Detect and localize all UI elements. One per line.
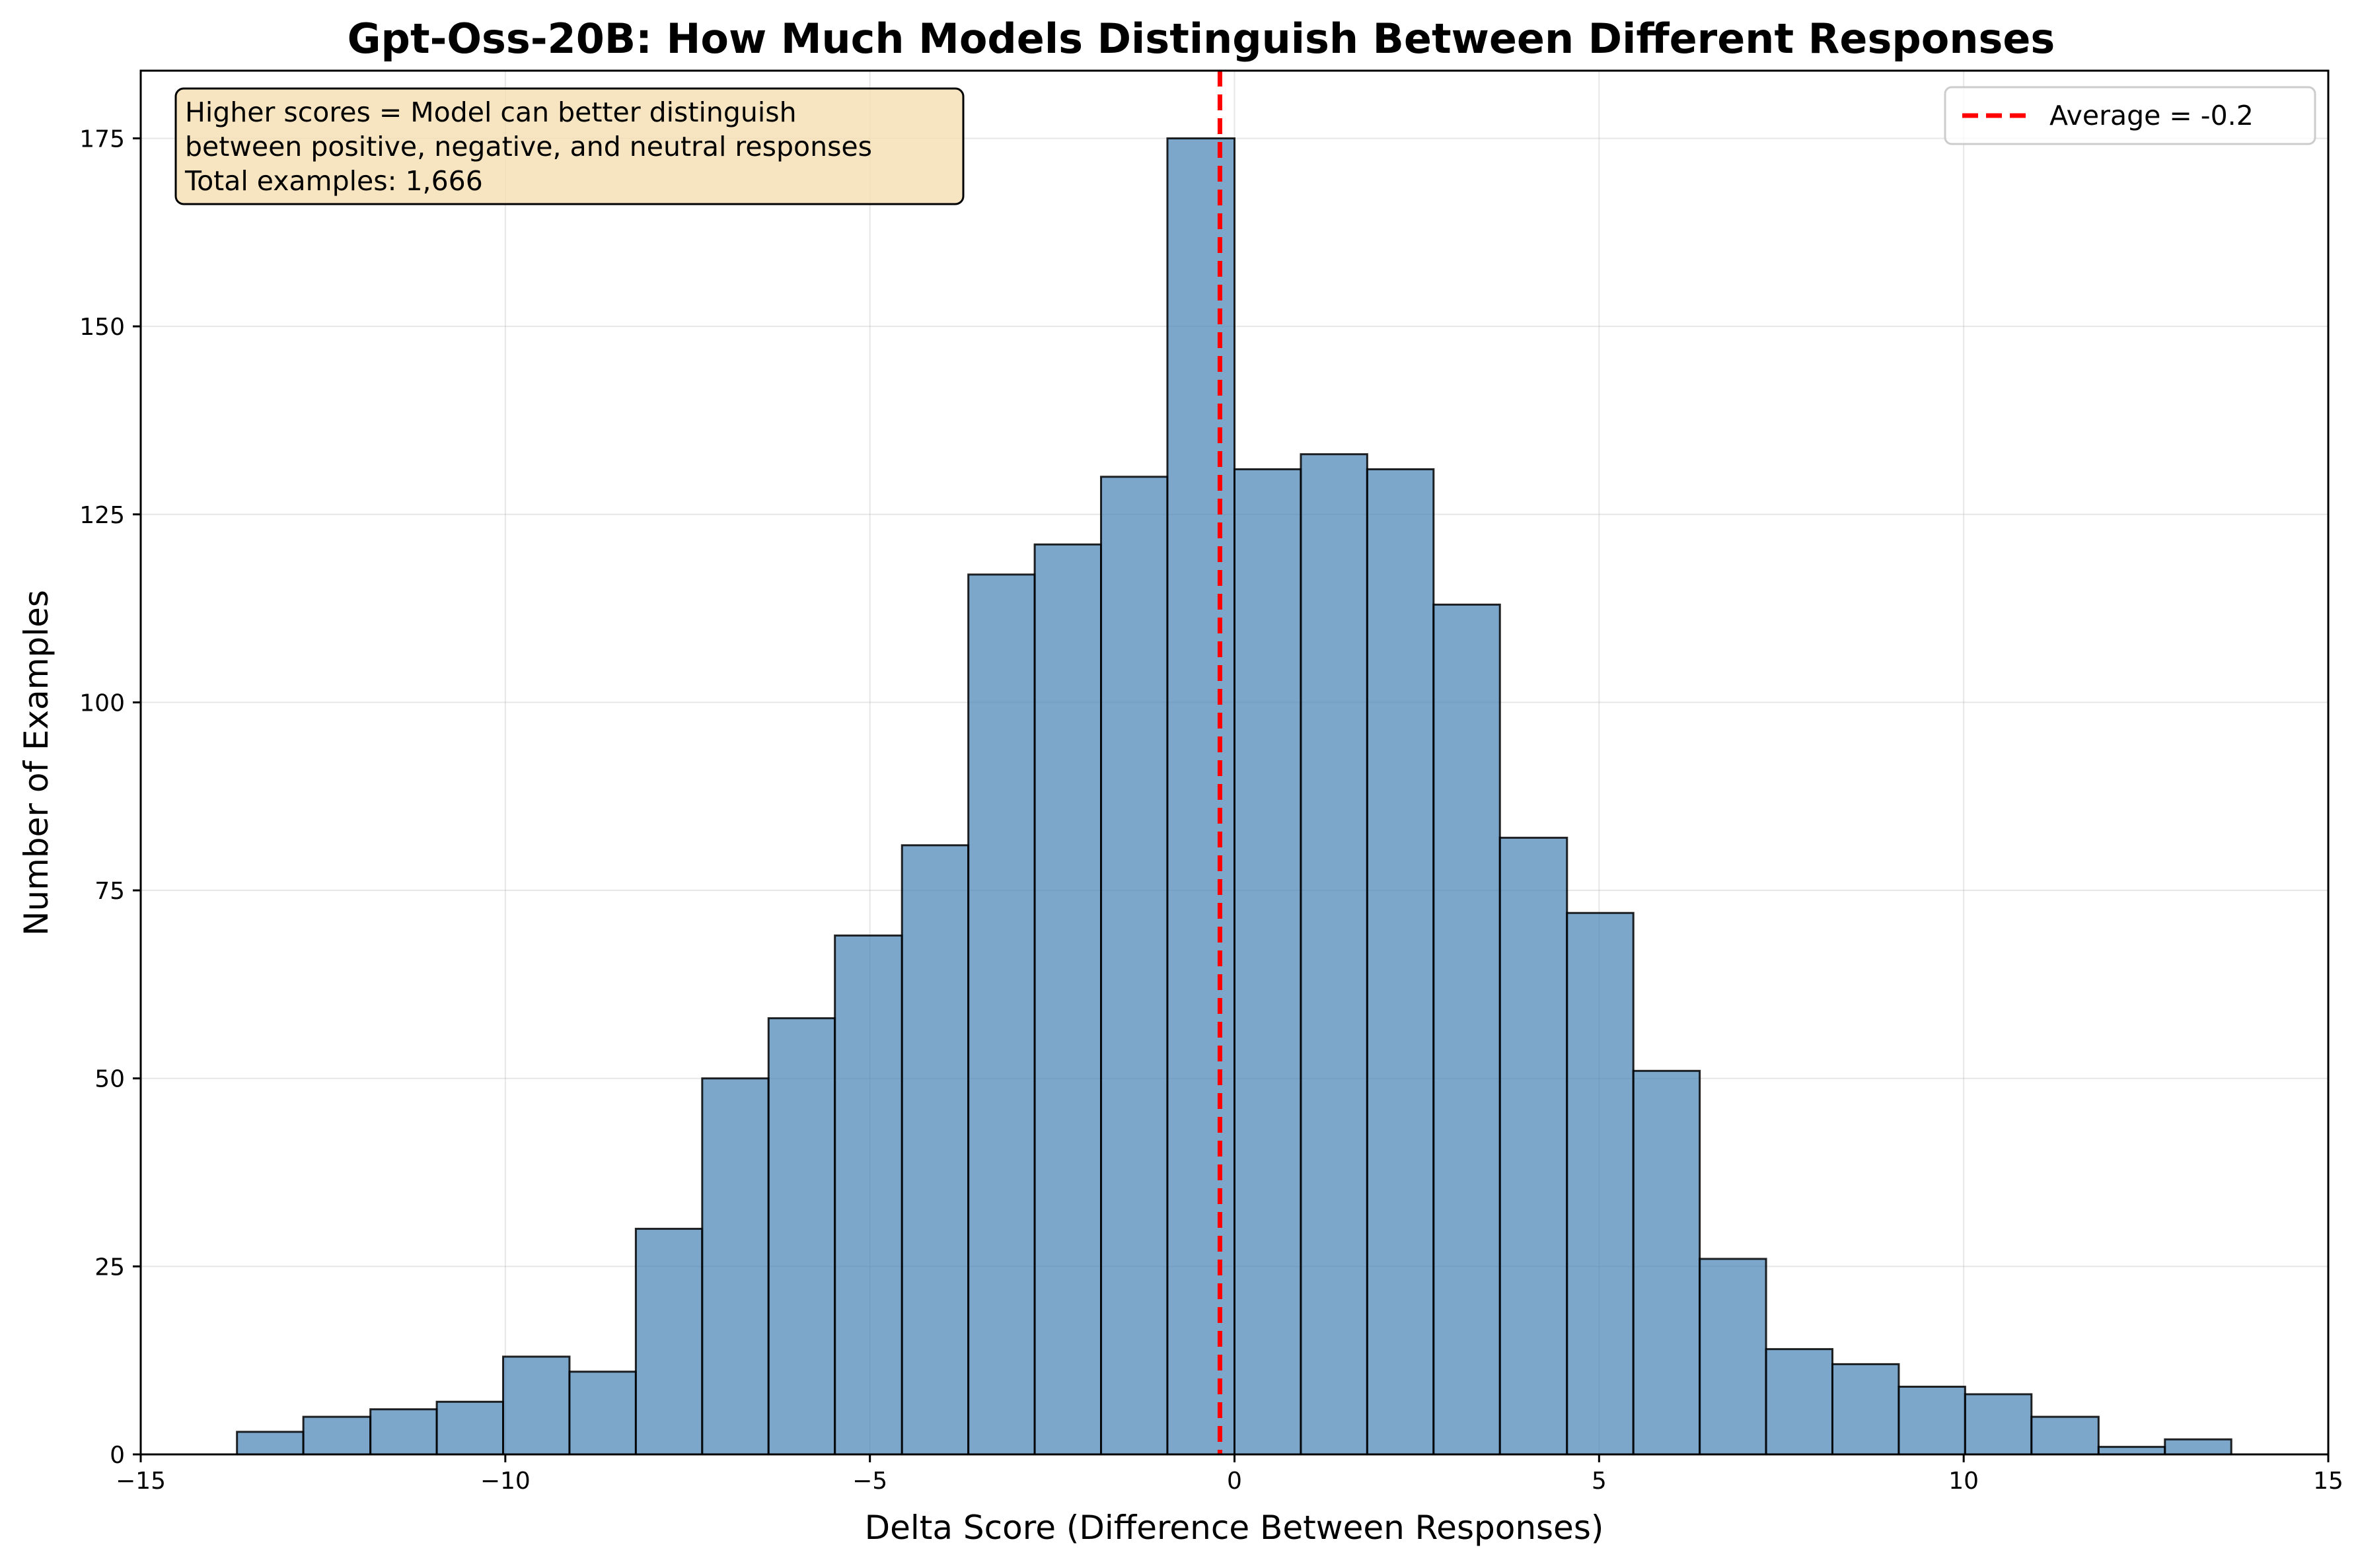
- y-tick-label-2: 50: [94, 1066, 125, 1093]
- histogram-bar-9: [834, 934, 903, 1456]
- histogram-bar-15: [1234, 468, 1302, 1456]
- histogram-bar-4: [502, 1355, 571, 1456]
- histogram-bar-27: [2030, 1415, 2100, 1456]
- histogram-bar-28: [2097, 1446, 2166, 1456]
- histogram-bar-17: [1366, 468, 1435, 1456]
- y-tick-label-5: 125: [79, 502, 125, 529]
- legend-frame: [1944, 86, 2316, 145]
- annotation-line-1: Higher scores = Model can better disting…: [185, 96, 797, 128]
- histogram-bar-25: [1897, 1386, 1966, 1456]
- x-tick-label-2: −5: [852, 1468, 887, 1495]
- x-axis-ticks: −15 −10 −5 0 5 10 15: [116, 1454, 2343, 1495]
- histogram-bar-29: [2164, 1438, 2232, 1456]
- x-tick-label-0: −15: [116, 1468, 166, 1495]
- y-tick-label-7: 175: [79, 125, 125, 153]
- histogram-bars: [236, 137, 2232, 1456]
- y-tick-label-0: 0: [110, 1442, 125, 1469]
- histogram-bar-11: [967, 573, 1036, 1456]
- histogram-bar-23: [1765, 1348, 1834, 1456]
- histogram-bar-12: [1033, 543, 1103, 1456]
- x-tick-label-3: 0: [1227, 1468, 1242, 1495]
- histogram-bar-14: [1166, 137, 1235, 1456]
- histogram-bar-22: [1699, 1258, 1767, 1456]
- histogram-bar-7: [701, 1077, 770, 1456]
- histogram-bar-21: [1632, 1069, 1701, 1456]
- x-tick-label-4: 5: [1592, 1468, 1607, 1495]
- annotation-line-3: Total examples: 1,666: [184, 165, 483, 197]
- histogram-bar-18: [1432, 603, 1501, 1456]
- histogram-bar-19: [1498, 836, 1568, 1456]
- histogram-bar-1: [302, 1415, 372, 1456]
- legend-label-average: Average = -0.2: [2049, 100, 2254, 131]
- histogram-bar-2: [369, 1408, 438, 1456]
- chart-title: Gpt-Oss-20B: How Much Models Distinguish…: [348, 15, 2055, 63]
- annotation-background: [174, 87, 965, 205]
- legend: Average = -0.2: [1944, 86, 2316, 145]
- y-tick-label-6: 150: [79, 314, 125, 341]
- y-tick-label-4: 100: [79, 690, 125, 717]
- y-tick-label-3: 75: [94, 878, 125, 905]
- y-axis-ticks: 0 25 50 75 100 125 150 175: [79, 125, 141, 1469]
- x-axis-label: Delta Score (Difference Between Response…: [865, 1509, 1604, 1547]
- histogram-bar-10: [901, 844, 970, 1456]
- histogram-bar-0: [236, 1431, 305, 1456]
- y-tick-label-1: 25: [94, 1254, 125, 1281]
- histogram-bar-8: [767, 1017, 836, 1456]
- histogram-bar-3: [435, 1400, 505, 1456]
- histogram-bar-13: [1100, 476, 1169, 1456]
- histogram-bar-6: [634, 1227, 704, 1456]
- x-tick-label-1: −10: [480, 1468, 531, 1495]
- histogram-bar-16: [1300, 453, 1368, 1456]
- histogram-bar-26: [1964, 1393, 2033, 1456]
- y-axis-label: Number of Examples: [17, 590, 55, 936]
- histogram-bar-5: [568, 1371, 637, 1456]
- x-tick-label-6: 15: [2313, 1468, 2343, 1495]
- histogram-bar-24: [1831, 1363, 1900, 1456]
- annotation-box: Higher scores = Model can better disting…: [174, 87, 965, 205]
- annotation-line-2: between positive, negative, and neutral …: [185, 131, 872, 162]
- histogram-bar-20: [1566, 911, 1635, 1456]
- x-tick-label-5: 10: [1948, 1468, 1979, 1495]
